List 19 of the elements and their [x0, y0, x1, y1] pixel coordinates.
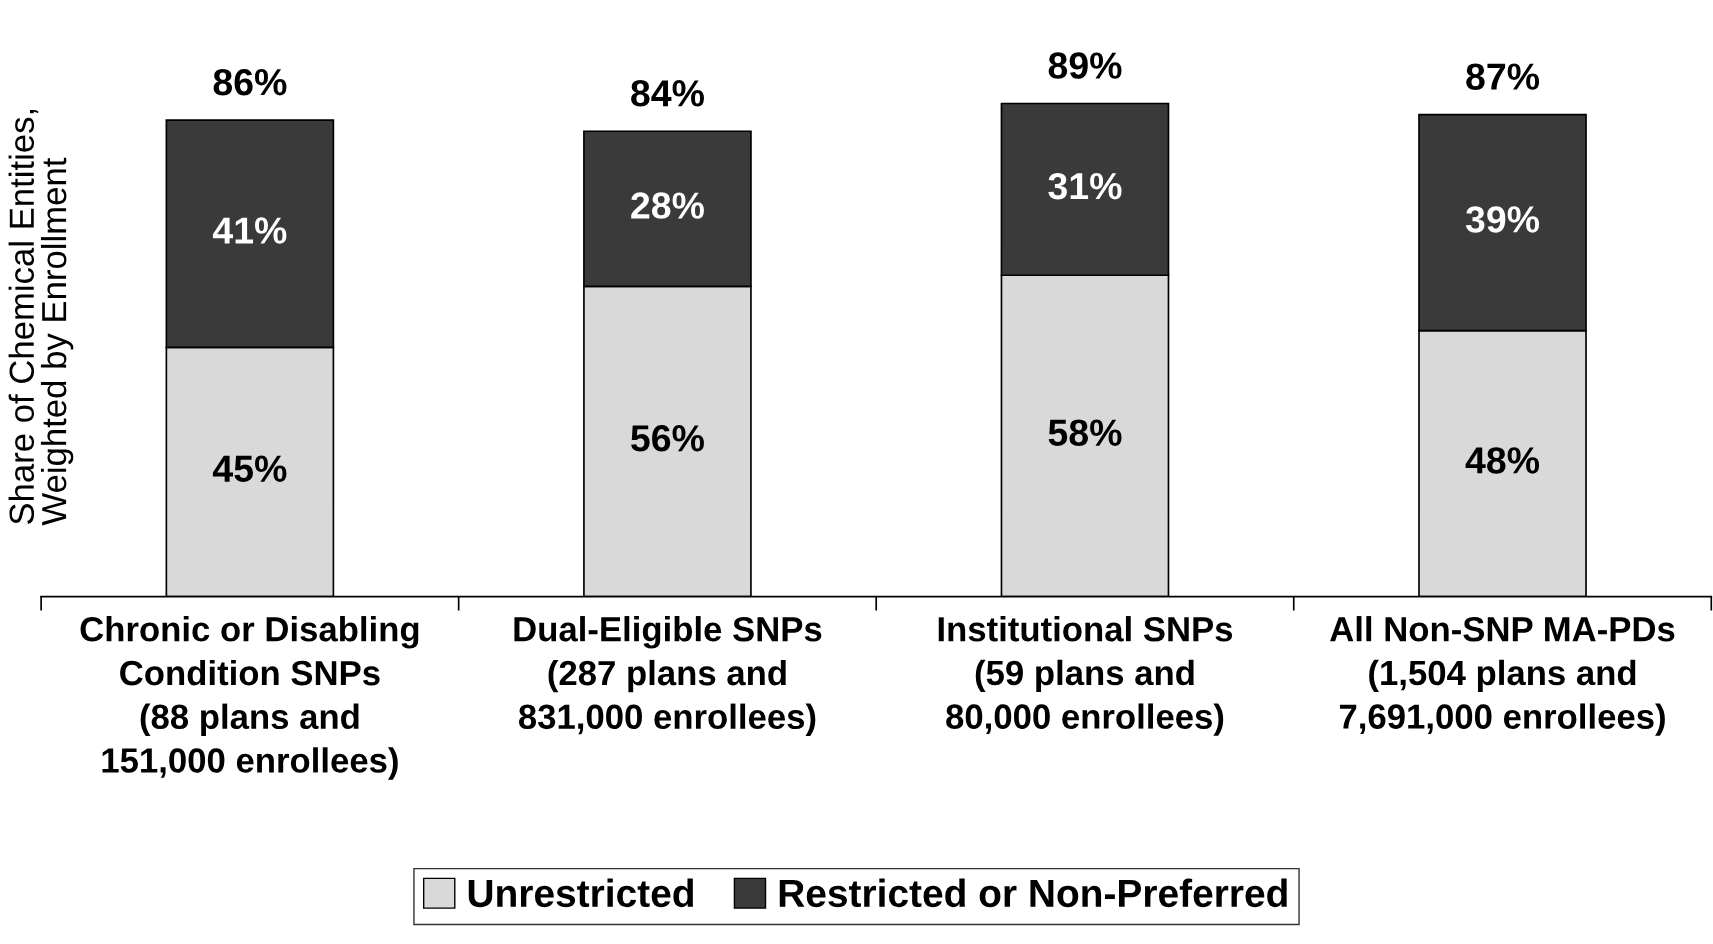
- x-tick-label: Institutional SNPs (59 plans and 80,000 enrollees): [938, 616, 1233, 736]
- data-label: 28%: [631, 192, 704, 219]
- data-label: 45%: [212, 455, 287, 483]
- data-label: 56%: [631, 425, 704, 452]
- total-label: 87%: [1466, 63, 1540, 90]
- data-label: 31%: [1048, 172, 1122, 200]
- y-axis-title: Share of Chemical Entities, Weighted by Enrollment: [8, 109, 74, 526]
- total-label: 86%: [213, 68, 287, 96]
- legend-label: Restricted or Non-Preferred: [779, 878, 1287, 908]
- x-tick-label: All Non-SNP MA-PDs (1,504 plans and 7,691,000 enrollees): [1330, 616, 1675, 736]
- data-label: 48%: [1465, 447, 1540, 474]
- legend-label: Unrestricted: [468, 878, 693, 908]
- data-label: 58%: [1048, 419, 1122, 447]
- x-tick-label: Chronic or Disabling Condition SNPs (88 plans and 151,000 enrollees): [80, 616, 419, 780]
- data-label: 39%: [1465, 206, 1540, 233]
- total-label: 89%: [1048, 52, 1122, 79]
- x-tick-label: Dual-Eligible SNPs (287 plans and 831,000 enrollees): [514, 616, 822, 736]
- data-label: 41%: [212, 217, 287, 244]
- total-label: 84%: [631, 80, 704, 107]
